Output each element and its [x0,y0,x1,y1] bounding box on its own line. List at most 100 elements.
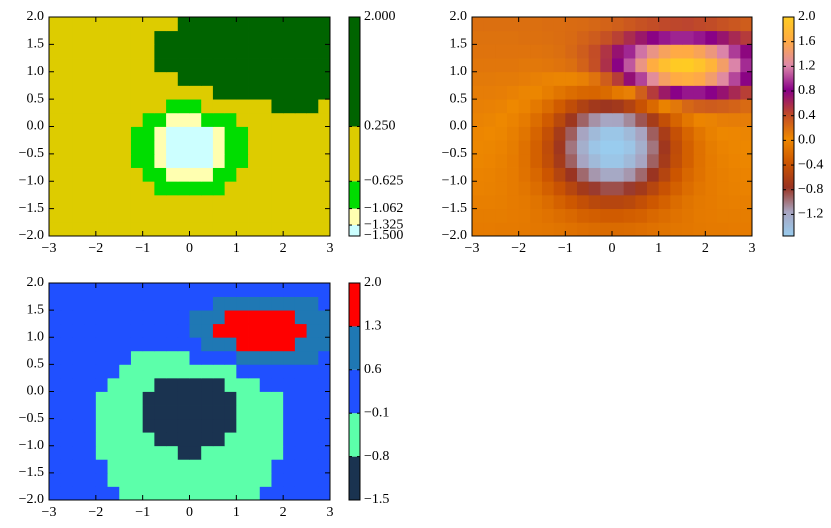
mesh-cell [49,472,62,487]
mesh-cell [177,126,190,141]
mesh-cell [693,208,706,223]
subplot: −3 −2 −1 0 1 2 3 −2.0 −1.5 −1.0 −0.5 0.0 0.5 1.0 1.5 2.… [442,9,824,256]
mesh-cell [294,391,307,406]
mesh-cell [166,337,179,352]
mesh-cell [236,85,249,100]
mesh-cell [130,30,144,45]
x-tick-label: −1 [135,241,150,256]
colorbar-tick-label: 1.6 [798,34,816,49]
mesh-cell [635,17,648,32]
mesh-cell [107,58,120,73]
mesh-cell [495,126,508,141]
mesh-cell [189,418,202,433]
colorbar-tick-label: 2.000 [364,9,396,24]
mesh-cell [518,30,531,45]
mesh-cell [682,208,695,223]
mesh-cell [647,140,660,155]
mesh-cell [553,112,566,127]
mesh-cell [623,30,636,45]
colorbar-gradient [783,17,794,236]
mesh-cell [635,44,648,59]
mesh-cell [294,194,307,210]
mesh-cell [201,181,214,196]
mesh-cell [154,17,167,32]
mesh-cell [248,364,261,379]
mesh-cell [60,126,73,141]
mesh-cell [530,71,543,86]
mesh-cell [259,140,272,155]
mesh-cell [577,112,590,127]
mesh-cell [201,405,214,420]
mesh-cell [530,44,543,59]
mesh-cell [212,296,226,311]
mesh-cell [119,112,132,127]
mesh-cell [248,126,261,141]
mesh-cell [495,99,508,114]
mesh-cell [306,405,319,420]
mesh-cell [142,153,155,168]
mesh-cell [318,181,331,196]
mesh-cell [248,194,261,210]
mesh-cell [682,194,695,210]
mesh-cell [201,99,214,114]
y-tick-label: 0.5 [27,357,45,372]
mesh-cell [294,486,307,501]
mesh-cell [84,418,97,433]
y-tick-label: −1.5 [19,465,44,480]
mesh-cell [60,222,73,237]
y-tick-label: 0.5 [450,91,468,106]
mesh-cell [107,126,120,141]
mesh-cell [717,99,730,114]
mesh-cell [483,167,496,182]
mesh-cell [682,112,695,127]
mesh-cell [224,140,237,155]
mesh-cell [224,472,237,487]
mesh-cell [472,167,485,182]
mesh-cell [740,153,753,168]
mesh-cell [154,71,167,86]
mesh-cell [318,405,331,420]
mesh-cell [728,181,741,196]
mesh-cell [483,99,496,114]
mesh-cell [518,17,531,32]
mesh-cell [518,71,531,86]
mesh-cell [294,126,307,141]
mesh-cell [635,167,648,182]
mesh-cell [705,181,718,196]
mesh-cell [72,337,85,352]
mesh-cell [705,167,718,182]
mesh-cell [142,405,155,420]
mesh-cell [542,99,555,114]
mesh-cell [177,208,190,223]
mesh-cell [130,350,144,365]
mesh-cell [84,472,97,487]
mesh-cell [553,167,566,182]
mesh-cell [530,112,543,127]
mesh-cell [72,85,85,100]
mesh-cell [682,153,695,168]
mesh-cell [248,405,261,420]
mesh-cell [236,194,249,210]
mesh-cell [95,167,108,182]
mesh-cell [212,459,226,474]
mesh-cell [682,17,695,32]
mesh-cell [130,17,144,32]
mesh-cell [670,222,683,237]
mesh-cell [693,85,706,100]
mesh-cell [294,112,307,127]
mesh-cell [647,112,660,127]
mesh-cell [294,445,307,460]
mesh-cell [318,208,331,223]
mesh-cell [142,17,155,32]
mesh-cell [130,405,144,420]
mesh-cell [682,99,695,114]
mesh-cell [201,85,214,100]
mesh-cell [248,391,261,406]
mesh-cell [189,486,202,501]
mesh-cell [177,337,190,352]
mesh-cell [72,58,85,73]
mesh-cell [507,140,520,155]
y-tick-label: 0.0 [27,119,45,134]
mesh-cell [119,418,132,433]
mesh-cell [212,181,226,196]
